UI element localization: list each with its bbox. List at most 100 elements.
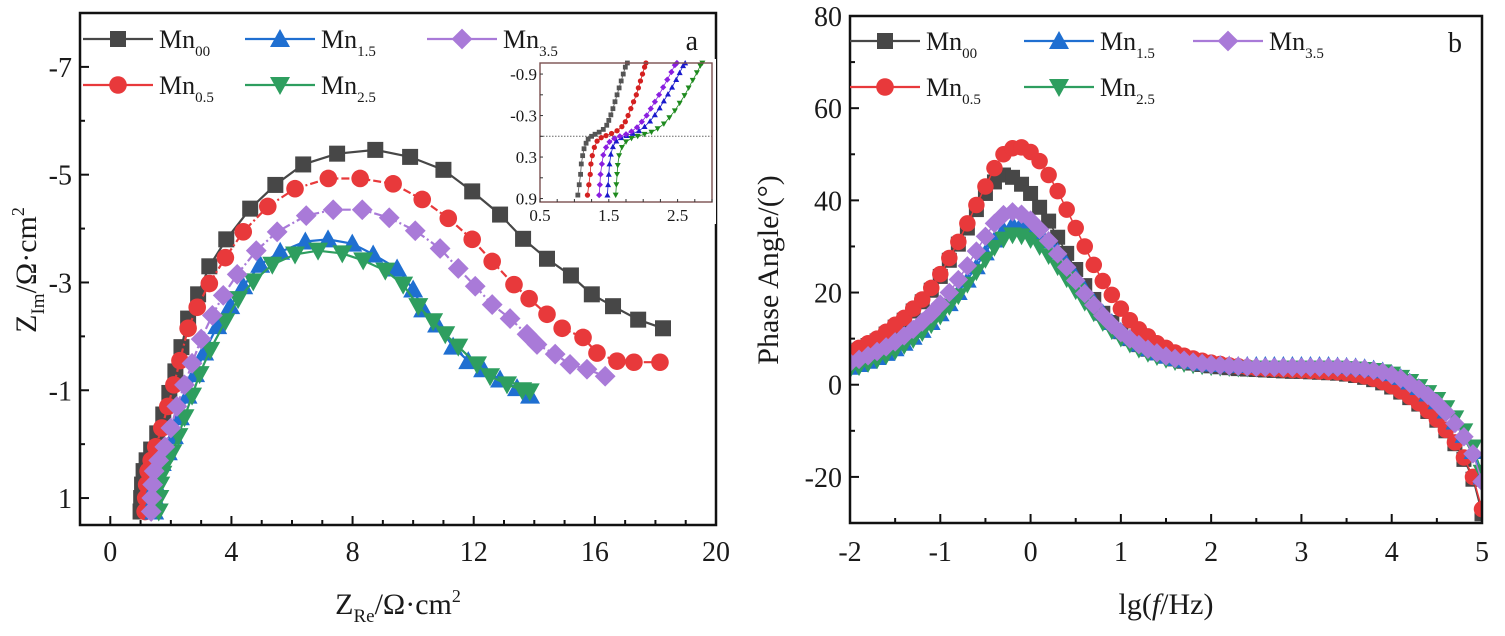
series-line <box>850 146 1482 510</box>
inset-y-tick-label: 0.9 <box>516 190 537 209</box>
data-point <box>481 294 503 315</box>
inset-point <box>616 85 622 91</box>
legend-marker-icon <box>270 77 290 95</box>
panel-a-label: a <box>686 26 699 57</box>
inset-point <box>598 160 606 168</box>
data-point <box>286 179 304 198</box>
inset-series-Mn00 <box>575 60 630 198</box>
y-tick-label: -7 <box>49 53 72 84</box>
inset-point <box>581 146 587 152</box>
inset-point <box>619 123 625 130</box>
x-label-sup: 2 <box>452 586 461 606</box>
x-tick-label: 16 <box>581 537 609 568</box>
legend-marker-icon <box>451 28 473 50</box>
data-point <box>218 231 235 248</box>
data-point <box>977 178 994 195</box>
inset-point <box>660 121 667 127</box>
inset-point <box>576 182 582 188</box>
inset-point <box>605 171 612 177</box>
panel-b-y-ticks: -20 0 20 40 60 80 <box>805 2 859 524</box>
inset-point <box>596 191 603 199</box>
inset-point <box>587 171 593 177</box>
data-point <box>378 207 400 229</box>
data-point <box>467 356 488 375</box>
data-point <box>985 239 1004 257</box>
data-point <box>160 417 182 439</box>
inset-point <box>616 133 623 140</box>
data-point <box>1021 232 1040 249</box>
data-point <box>574 328 592 347</box>
data-point <box>625 353 643 372</box>
data-point <box>957 256 978 276</box>
inset-y-tick-label: -0.3 <box>510 107 537 126</box>
data-point <box>154 436 176 458</box>
data-point <box>351 199 373 221</box>
inset-point <box>597 171 604 178</box>
inset-point <box>606 138 613 145</box>
inset-point <box>614 92 620 98</box>
inset-line <box>598 62 678 196</box>
x-tick-label: 3 <box>1294 537 1308 568</box>
data-point <box>588 344 606 362</box>
data-point <box>850 349 869 370</box>
data-point <box>1067 219 1084 237</box>
data-point <box>1084 295 1104 315</box>
inset-point <box>589 153 595 159</box>
data-point <box>216 248 235 267</box>
data-point <box>1103 286 1121 304</box>
data-point <box>384 175 402 193</box>
data-point <box>1436 402 1456 423</box>
panel-a-x-ticks: 0 4 8 12 16 20 <box>103 516 730 568</box>
inset-point <box>606 117 612 123</box>
inset-point <box>643 112 650 119</box>
data-point <box>141 487 163 509</box>
data-point <box>435 326 456 345</box>
inset-point <box>614 128 620 134</box>
panel-a-nyquist: 0 4 8 12 16 20 1-1-3-5-7 a ZRe/Ω·cm2 ZIm/Ω·cm… <box>8 11 730 627</box>
y-tick-label: -20 <box>805 463 842 494</box>
data-point <box>423 313 444 332</box>
inset-point <box>622 131 630 138</box>
inset-point <box>648 129 655 136</box>
y-tick-label: -1 <box>49 376 72 407</box>
panel-a-frame <box>78 11 718 527</box>
inset-y-tick-label: -0.9 <box>510 65 537 84</box>
x-tick-label: 0 <box>1024 537 1038 568</box>
inset-point <box>634 133 641 140</box>
data-point <box>986 159 1003 177</box>
data-point <box>497 376 518 395</box>
panel-b-data-marks <box>850 139 1482 522</box>
inset-point <box>630 99 637 105</box>
y-tick-label: 60 <box>814 94 842 125</box>
data-point <box>605 298 622 315</box>
data-point <box>562 267 579 284</box>
data-point <box>1049 182 1066 200</box>
inset-point <box>664 91 671 97</box>
legend-marker-icon <box>1049 31 1069 49</box>
data-point <box>181 352 203 374</box>
data-point <box>480 368 501 387</box>
inset-point <box>583 140 589 146</box>
inset-point <box>668 68 675 76</box>
legend-label: Mn2.5 <box>1100 73 1155 108</box>
inset-point <box>628 106 634 112</box>
panel-b-y-axis-label: Phase Angle/(°) <box>752 175 785 364</box>
data-point <box>262 256 283 275</box>
legend-item-Mn3_5: Mn3.5 <box>1193 27 1324 62</box>
data-point <box>319 169 338 188</box>
legend-marker-icon <box>110 31 126 47</box>
data-point <box>308 242 329 261</box>
data-point <box>932 265 949 283</box>
data-point <box>140 501 162 522</box>
data-point <box>463 230 482 249</box>
data-point <box>393 276 414 295</box>
y-label-rest: /Ω·cm <box>10 216 43 293</box>
inset-point <box>612 99 618 105</box>
inset-point <box>641 64 648 70</box>
data-point <box>1094 272 1112 290</box>
inset-point <box>606 160 613 167</box>
inset-point <box>592 131 598 137</box>
data-point <box>553 319 571 338</box>
inset-point <box>613 182 620 188</box>
panel-a-data-marks <box>132 141 671 522</box>
